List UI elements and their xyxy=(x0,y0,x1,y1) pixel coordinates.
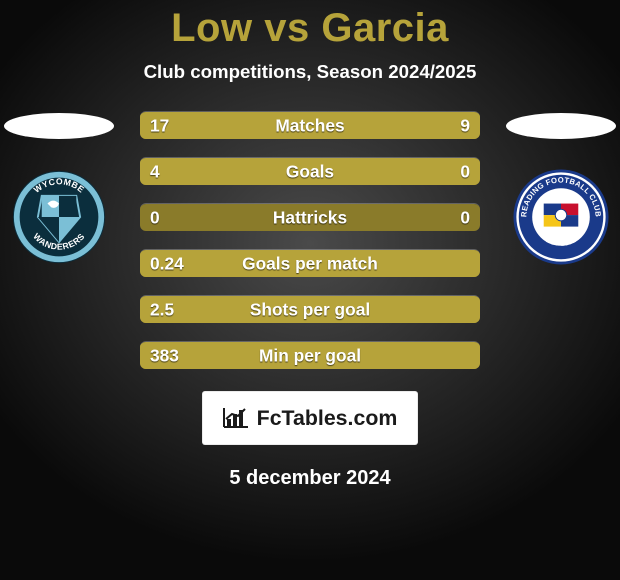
stat-row: 0 0 Hattricks xyxy=(140,203,480,231)
stat-label: Goals xyxy=(286,161,334,182)
team-right-column: READING FOOTBALL CLUB EST 1871 xyxy=(506,111,616,265)
stat-label: Goals per match xyxy=(242,253,378,274)
stat-bars: 17 9 Matches 4 0 Goals 0 0 Hattricks 0.24 Goals pe… xyxy=(140,111,480,369)
stat-value-left: 17 xyxy=(150,115,169,136)
player-silhouette-shadow-left xyxy=(4,113,114,139)
stat-label: Min per goal xyxy=(259,345,361,366)
stat-row: 383 Min per goal xyxy=(140,341,480,369)
infographic-root: Low vs Garcia Club competitions, Season … xyxy=(0,0,620,580)
watermark-text: FcTables.com xyxy=(257,406,398,431)
player-silhouette-shadow-right xyxy=(506,113,616,139)
stat-value-left: 383 xyxy=(150,345,179,366)
stat-label: Hattricks xyxy=(273,207,347,228)
stat-row: 17 9 Matches xyxy=(140,111,480,139)
title-player-right: Garcia xyxy=(321,6,449,50)
team-left-column: WYCOMBE WANDERERS xyxy=(4,111,114,265)
watermark-badge: FcTables.com xyxy=(202,391,418,445)
footer-date: 5 december 2024 xyxy=(0,467,620,490)
stat-value-right: 9 xyxy=(460,115,470,136)
page-title: Low vs Garcia xyxy=(0,0,620,51)
stat-row: 4 0 Goals xyxy=(140,157,480,185)
subtitle: Club competitions, Season 2024/2025 xyxy=(0,61,620,83)
stat-value-left: 0.24 xyxy=(150,253,184,274)
team-badge-left: WYCOMBE WANDERERS xyxy=(11,169,107,265)
comparison-region: WYCOMBE WANDERERS xyxy=(0,111,620,369)
title-player-left: Low xyxy=(171,6,252,50)
stat-value-left: 4 xyxy=(150,161,160,182)
stat-value-left: 0 xyxy=(150,207,160,228)
stat-label: Matches xyxy=(275,115,344,136)
title-vs: vs xyxy=(264,6,310,50)
chart-icon xyxy=(223,407,249,429)
stat-row: 0.24 Goals per match xyxy=(140,249,480,277)
stat-label: Shots per goal xyxy=(250,299,370,320)
team-badge-right: READING FOOTBALL CLUB EST 1871 xyxy=(513,169,609,265)
stat-row: 2.5 Shots per goal xyxy=(140,295,480,323)
stat-value-right: 0 xyxy=(460,207,470,228)
stat-value-left: 2.5 xyxy=(150,299,174,320)
stat-value-right: 0 xyxy=(460,161,470,182)
